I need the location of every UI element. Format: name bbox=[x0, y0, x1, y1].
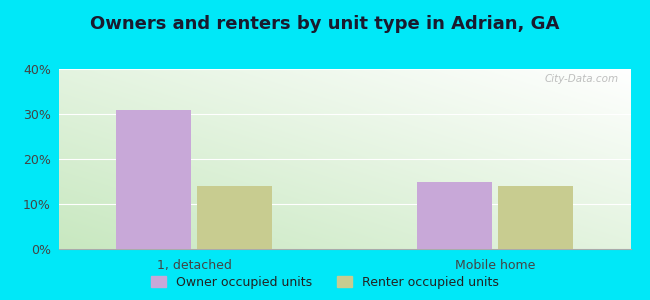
Text: Owners and renters by unit type in Adrian, GA: Owners and renters by unit type in Adria… bbox=[90, 15, 560, 33]
Text: City-Data.com: City-Data.com bbox=[545, 74, 619, 84]
Bar bbox=[498, 186, 573, 249]
Legend: Owner occupied units, Renter occupied units: Owner occupied units, Renter occupied un… bbox=[146, 271, 504, 294]
Bar bbox=[417, 182, 492, 249]
Bar bbox=[197, 186, 272, 249]
Bar bbox=[116, 110, 191, 249]
